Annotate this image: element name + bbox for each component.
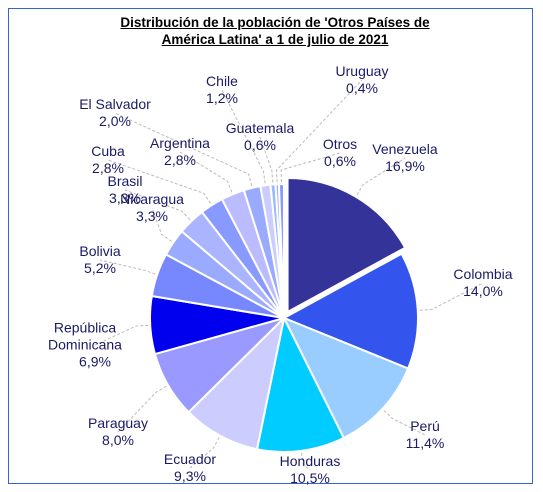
slice-label: Ecuador 9,3% <box>130 451 250 485</box>
value-label: 10,5% <box>290 470 330 486</box>
category-label: Cuba <box>91 143 125 159</box>
leader-line <box>275 79 363 183</box>
leader-line <box>189 437 220 469</box>
slice-label: Honduras 10,5% <box>250 453 370 487</box>
slice-label: República Dominicana 6,9% <box>35 320 155 371</box>
chart-title: Distribución de la población de 'Otros P… <box>120 15 430 47</box>
value-label: 8,0% <box>102 432 134 448</box>
slice-label: Perú 11,4% <box>365 418 485 452</box>
slice-label: Bolivia 5,2% <box>40 243 160 277</box>
slice-label: Cuba 2,8% <box>48 143 168 177</box>
slice-label: Uruguay 0,4% <box>302 63 422 97</box>
value-label: 5,2% <box>84 260 116 276</box>
slice-label: Chile 1,2% <box>162 73 282 107</box>
leader-line <box>114 112 253 187</box>
value-label: 2,8% <box>164 152 196 168</box>
category-label: Uruguay <box>335 63 389 79</box>
category-label: República Dominicana <box>48 319 122 353</box>
value-label: 0,6% <box>244 137 276 153</box>
pie-slice <box>281 316 410 440</box>
category-label: Colombia <box>453 266 513 282</box>
category-label: Paraguay <box>88 415 148 431</box>
leader-line <box>107 159 212 204</box>
value-label: 11,4% <box>405 435 445 451</box>
value-label: 2,0% <box>99 113 131 129</box>
value-label: 1,2% <box>206 90 238 106</box>
category-label: Venezuela <box>372 141 438 157</box>
leader-line <box>99 259 156 275</box>
leader-line <box>259 136 274 183</box>
category-label: Perú <box>410 418 440 434</box>
category-label: El Salvador <box>79 96 151 112</box>
leader-line <box>301 452 311 471</box>
leader-line <box>419 282 484 311</box>
category-label: Guatemala <box>225 120 295 136</box>
category-label: Chile <box>206 73 238 89</box>
value-label: 3,3% <box>109 190 141 206</box>
leader-line <box>221 89 266 184</box>
leader-line <box>151 207 172 242</box>
category-label: Bolivia <box>79 243 121 259</box>
leader-line <box>124 189 191 221</box>
category-label: Brasil <box>107 173 143 189</box>
slice-label: El Salvador 2,0% <box>55 96 175 130</box>
leader-line <box>117 385 167 433</box>
chart-frame <box>8 8 533 484</box>
slice-label: Colombia 14,0% <box>423 266 543 300</box>
pie-slice <box>255 314 346 453</box>
slice-label: Nicaragua 3,3% <box>92 191 212 225</box>
category-label: Argentina <box>150 135 210 151</box>
slice-label: Paraguay 8,0% <box>58 415 178 449</box>
slice-label: Otros 0,6% <box>280 136 400 170</box>
value-label: 2,8% <box>92 160 124 176</box>
slice-label: Venezuela 16,9% <box>345 141 465 175</box>
slice-label: Brasil 3,3% <box>65 173 185 207</box>
category-label: Otros <box>322 136 358 152</box>
leader-line <box>179 151 233 193</box>
pie-slice <box>277 182 285 319</box>
leader-line <box>94 324 149 346</box>
slice-label: Guatemala 0,6% <box>200 120 320 154</box>
value-label: 0,4% <box>346 80 378 96</box>
pie-slice <box>286 176 407 314</box>
category-label: Honduras <box>279 453 341 469</box>
leader-line <box>356 157 406 196</box>
value-label: 9,3% <box>174 468 206 484</box>
slice-label: Argentina 2,8% <box>120 135 240 169</box>
category-label: Ecuador <box>163 451 217 467</box>
leader-line <box>383 410 426 436</box>
leader-line <box>280 152 341 183</box>
category-label: Nicaragua <box>120 191 184 207</box>
pie-slice <box>281 252 419 370</box>
value-label: 6,9% <box>79 353 111 370</box>
pie-slice <box>187 314 286 451</box>
value-label: 3,3% <box>136 208 168 224</box>
value-label: 16,9% <box>385 158 425 174</box>
value-label: 14,0% <box>463 283 503 299</box>
value-label: 0,6% <box>324 153 356 169</box>
